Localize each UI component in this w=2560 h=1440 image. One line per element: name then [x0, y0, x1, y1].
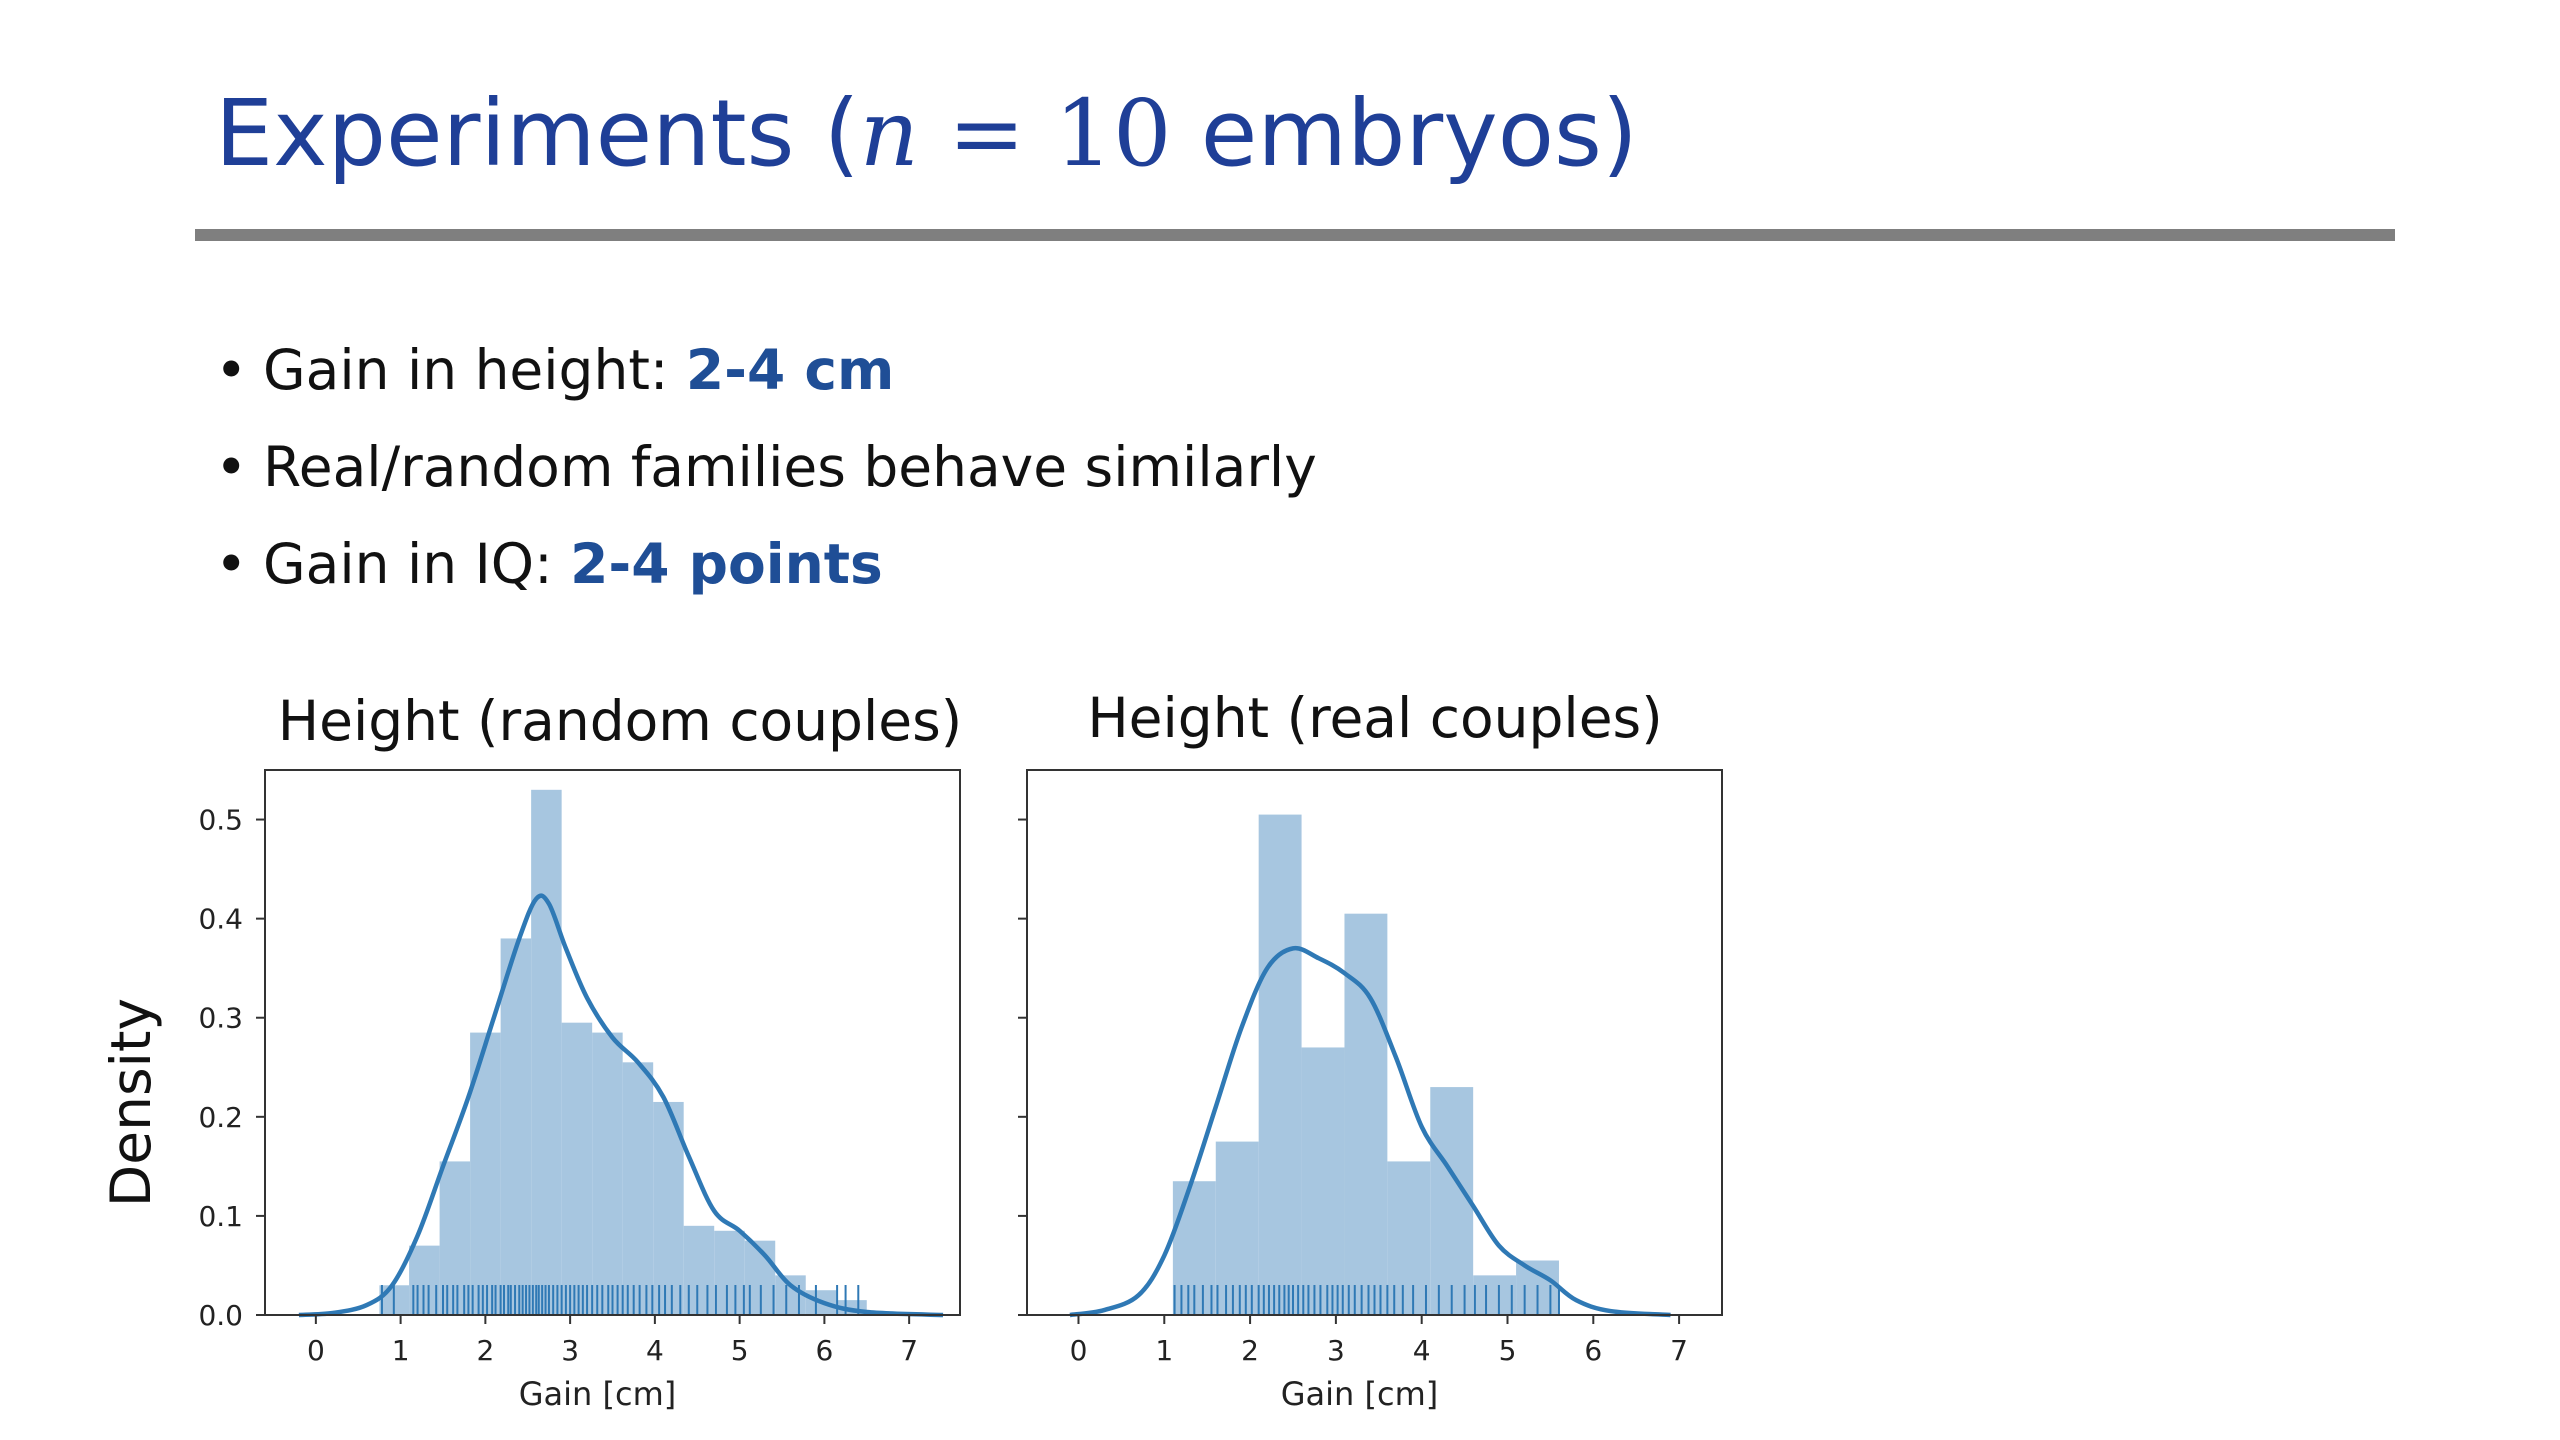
- plot-frame: [1026, 769, 1723, 1316]
- bullet-text: Gain in height:: [263, 338, 686, 402]
- x-tick-label: 1: [392, 1334, 410, 1367]
- histogram-bar: [622, 1062, 654, 1315]
- histogram-bar: [561, 1022, 593, 1315]
- x-tick-label: 5: [1499, 1334, 1517, 1367]
- histogram-bar: [1301, 1047, 1345, 1315]
- slide-title: Experiments (n = 10 embryos): [215, 88, 1638, 180]
- histogram-bar: [531, 789, 562, 1315]
- histogram-bar: [592, 1032, 623, 1315]
- x-tick-label: 4: [646, 1334, 664, 1367]
- title-variable: n: [859, 80, 919, 187]
- title-divider: [195, 229, 2395, 241]
- y-axis-label: Density: [99, 998, 163, 1207]
- histogram-bar: [1430, 1087, 1474, 1315]
- y-tick-label: 0.3: [198, 1002, 243, 1035]
- title-suffix: embryos): [1171, 80, 1638, 187]
- y-tick-label: 0.5: [198, 804, 243, 837]
- bullet-dot: •: [215, 435, 248, 499]
- x-tick-label: 6: [815, 1334, 833, 1367]
- kde-line: [1069, 945, 1671, 1318]
- x-tick-label: 4: [1413, 1334, 1431, 1367]
- chart-title: Height (real couples): [1087, 686, 1662, 750]
- y-tick-label: 0.4: [198, 903, 243, 936]
- bullet-dot: •: [215, 338, 248, 402]
- bullet-item: • Gain in height: 2-4 cm: [215, 322, 1317, 419]
- bullet-highlight: 2-4 cm: [685, 338, 895, 402]
- bullet-highlight: 2-4 points: [570, 532, 883, 596]
- histogram-bar: [500, 938, 532, 1315]
- histogram-bar: [714, 1230, 745, 1315]
- x-tick-label: 0: [1070, 1334, 1088, 1367]
- y-tick-label: 0.1: [198, 1200, 243, 1233]
- x-tick-label: 3: [561, 1334, 579, 1367]
- histogram-bar: [439, 1161, 471, 1315]
- bullet-item: • Real/random families behave similarly: [215, 419, 1317, 516]
- x-axis-label: Gain [cm]: [519, 1375, 676, 1413]
- x-tick-label: 2: [476, 1334, 494, 1367]
- chart-panel: 0 1 2 3 4 5 6 7 0.0 0.1 0.2 0.3 0.4 0.5 Height (random…: [99, 689, 962, 1413]
- y-tick-label: 0.0: [198, 1299, 243, 1332]
- histogram-bar: [1258, 814, 1302, 1315]
- chart-panel: 0 1 2 3 4 5 6 7 Height (real couples) Gain [cm]: [1018, 686, 1723, 1413]
- bullet-dot: •: [215, 532, 248, 596]
- x-tick-label: 7: [900, 1334, 918, 1367]
- histogram-bar: [1344, 913, 1388, 1315]
- bullet-list: • Gain in height: 2-4 cm • Real/random fam…: [215, 322, 1317, 613]
- x-tick-label: 0: [307, 1334, 325, 1367]
- plot-frame: [264, 769, 961, 1316]
- x-tick-label: 2: [1241, 1334, 1259, 1367]
- bullet-text: Real/random families behave similarly: [263, 435, 1317, 499]
- histogram-bar: [775, 1275, 806, 1315]
- title-prefix: Experiments (: [215, 80, 860, 187]
- bullet-text: Gain in IQ:: [263, 532, 571, 596]
- title-number: 10: [1054, 80, 1172, 187]
- x-axis-label: Gain [cm]: [1281, 1375, 1438, 1413]
- kde-line: [298, 893, 944, 1318]
- x-tick-label: 7: [1670, 1334, 1688, 1367]
- histogram-bar: [1473, 1275, 1517, 1315]
- bullet-item: • Gain in IQ: 2-4 points: [215, 516, 1317, 613]
- x-tick-label: 5: [731, 1334, 749, 1367]
- x-tick-label: 6: [1584, 1334, 1602, 1367]
- title-equals: =: [918, 80, 1055, 187]
- y-tick-label: 0.2: [198, 1101, 243, 1134]
- chart-title: Height (random couples): [278, 689, 962, 753]
- x-tick-label: 1: [1155, 1334, 1173, 1367]
- x-tick-label: 3: [1327, 1334, 1345, 1367]
